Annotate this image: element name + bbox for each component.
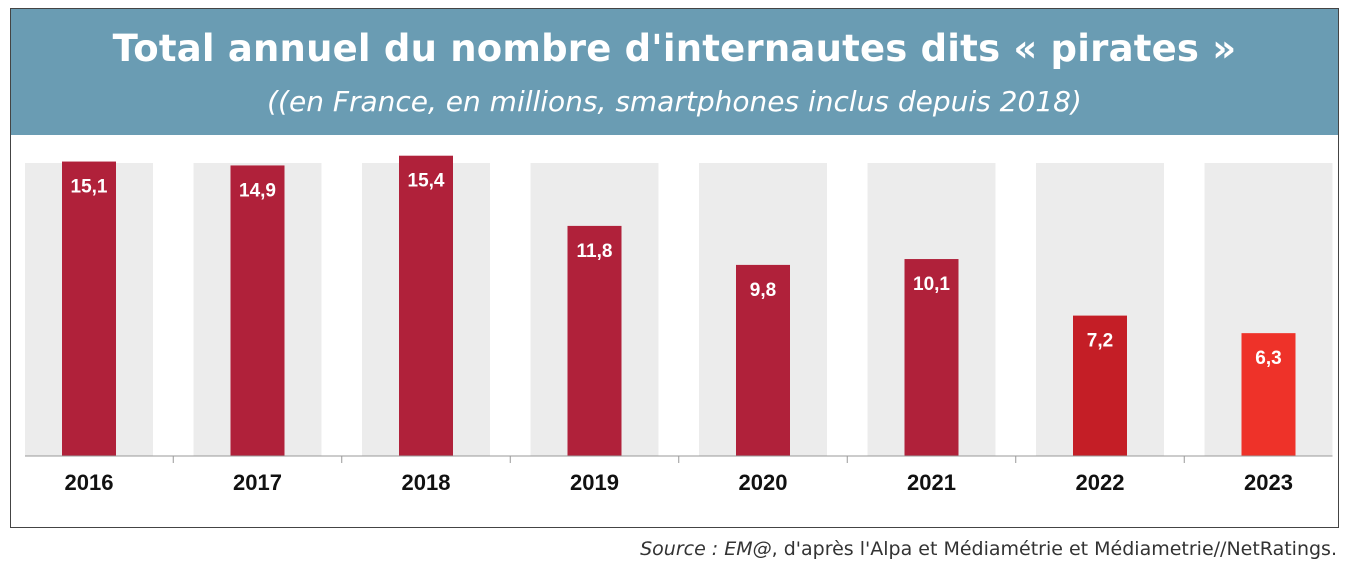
- value-label-2023: 6,3: [1255, 348, 1281, 369]
- value-label-2019: 11,8: [577, 241, 613, 262]
- category-label-2022: 2022: [1076, 470, 1125, 495]
- bar-2016: [62, 161, 116, 457]
- value-label-2017: 14,9: [239, 180, 276, 201]
- bar-chart: 15,1 2016 14,9 2017 15,4 2018 11,8 2019 9,8 2020 1…: [25, 155, 1333, 495]
- category-label-2021: 2021: [907, 470, 956, 495]
- chart-title: Total annuel du nombre d'internautes dit…: [112, 27, 1237, 70]
- bar-2018: [399, 155, 453, 456]
- category-label-2017: 2017: [233, 470, 282, 495]
- value-label-2018: 15,4: [408, 171, 445, 192]
- category-label-2020: 2020: [739, 470, 788, 495]
- category-label-2018: 2018: [402, 470, 451, 495]
- value-label-2022: 7,2: [1087, 331, 1113, 352]
- bar-2023: [1241, 333, 1296, 456]
- source-text: , d'après l'Alpa et Médiamétrie et Média…: [771, 538, 1337, 560]
- bar-2021: [904, 259, 959, 456]
- bar-2017: [230, 165, 285, 456]
- category-label-2019: 2019: [570, 470, 619, 495]
- bar-2022: [1073, 315, 1127, 456]
- bar-2019: [567, 225, 622, 456]
- source-note: Source : EM@, d'après l'Alpa et Médiamét…: [640, 538, 1337, 560]
- chart-frame: Total annuel du nombre d'internautes dit…: [10, 8, 1339, 528]
- source-label: Source : EM@: [640, 538, 772, 560]
- bar-2020: [736, 264, 790, 456]
- category-label-2023: 2023: [1244, 470, 1293, 495]
- chart-subtitle: ((en France, en millions, smartphones in…: [267, 85, 1082, 118]
- value-label-2020: 9,8: [750, 280, 776, 301]
- value-label-2016: 15,1: [71, 177, 108, 198]
- category-label-2016: 2016: [65, 470, 114, 495]
- value-label-2021: 10,1: [913, 274, 950, 295]
- chart-header: Total annuel du nombre d'internautes dit…: [11, 9, 1338, 135]
